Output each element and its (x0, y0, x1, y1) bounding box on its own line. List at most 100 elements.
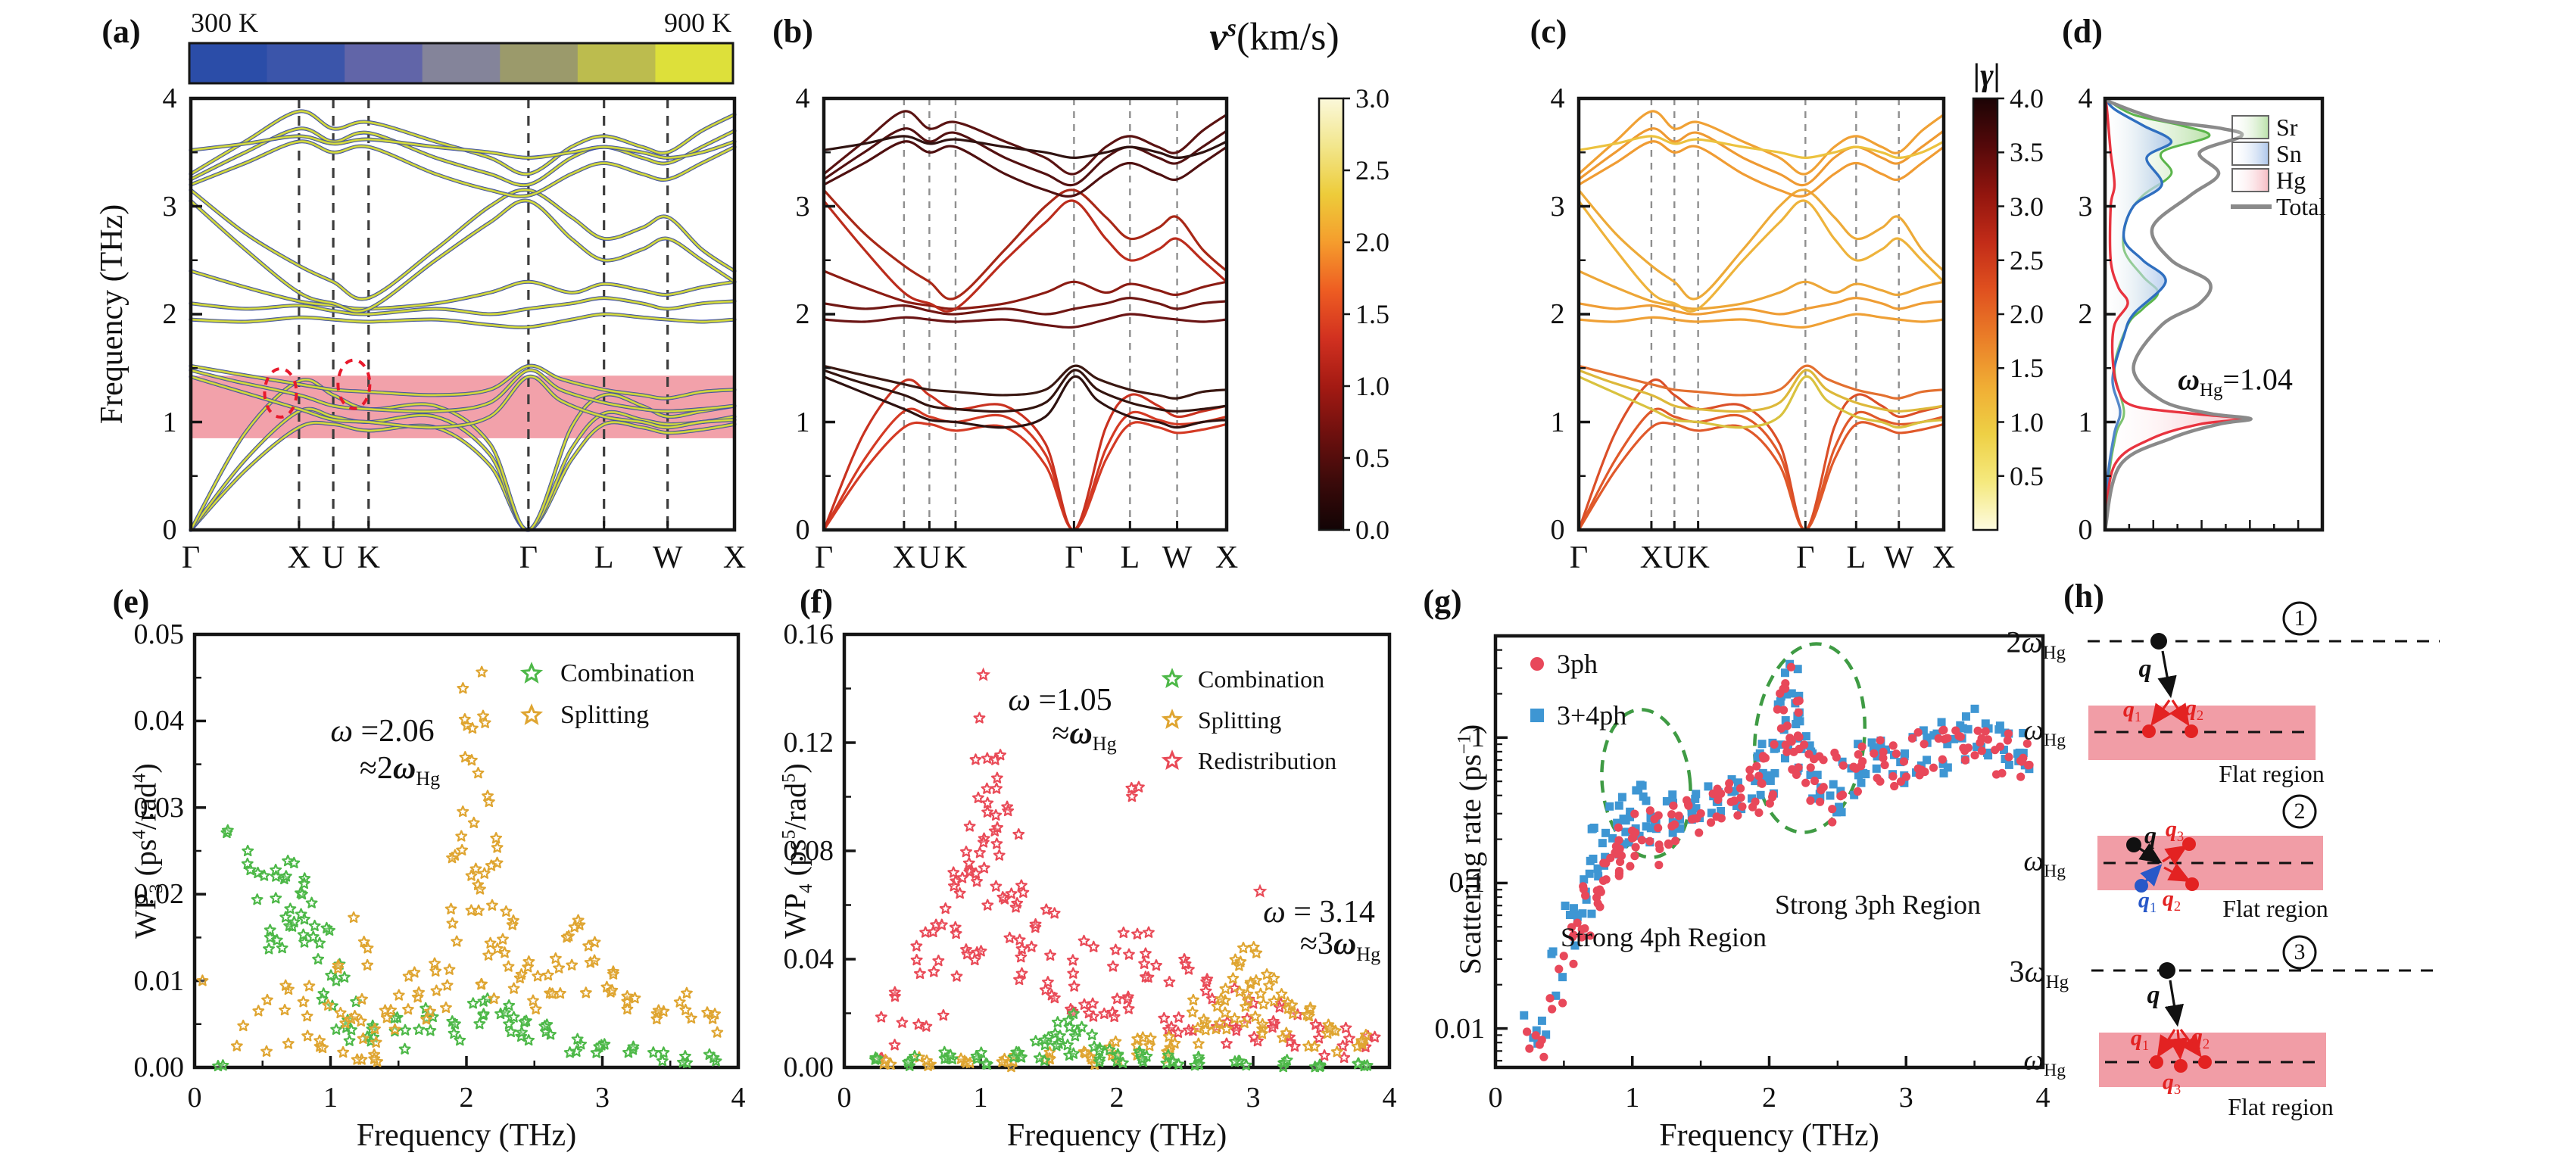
star-marker (339, 1017, 352, 1029)
star-marker (1075, 1020, 1088, 1033)
text-run: q (2191, 1023, 2203, 1049)
star-marker (1193, 1058, 1205, 1070)
circle-marker (1654, 824, 1663, 833)
text-run: v (1209, 15, 1227, 59)
square-marker (2019, 728, 2028, 737)
square-marker (1801, 732, 1810, 741)
star-marker (1233, 985, 1246, 997)
circle-marker (1960, 756, 1970, 765)
text-run: Strong 3ph Region (1774, 890, 1982, 920)
phonon-dot (2159, 962, 2175, 979)
band-900K (190, 365, 735, 400)
star-marker (488, 992, 501, 1005)
text-run: ) (128, 763, 163, 774)
y-tick-label: 0.1 (1449, 868, 1486, 897)
circle-marker (1669, 801, 1678, 810)
star-marker (388, 1023, 401, 1035)
circle-marker (1754, 808, 1764, 818)
x-tick-label: 2 (1110, 1083, 1124, 1112)
text-run: =2.06 (360, 714, 435, 749)
panel-label-d: (d) (2062, 15, 2103, 48)
level-label-2wHg: 2ωHg (2006, 627, 2066, 662)
q-label: q (2147, 983, 2160, 1008)
star-marker (975, 945, 987, 957)
square-marker (1835, 802, 1844, 812)
star-marker (1051, 1016, 1064, 1028)
star-marker (221, 824, 234, 836)
square-marker (1795, 691, 1804, 700)
square-marker (1662, 796, 1671, 805)
legend-label-Hg: Hg (2276, 168, 2306, 192)
circle-marker (1773, 705, 1782, 714)
star-marker (563, 1046, 576, 1058)
x-tick-label: 1 (323, 1083, 338, 1112)
band (1577, 135, 1945, 160)
k-point-label: X (1640, 542, 1663, 574)
star-marker (1103, 1043, 1116, 1055)
square-marker (1984, 751, 1993, 760)
square-marker (2004, 760, 2013, 769)
square-marker (1938, 759, 1948, 768)
square-marker (1901, 749, 1910, 758)
circle-marker (1683, 800, 1693, 809)
text-run: /rad (778, 782, 812, 830)
text-run: Combination (560, 659, 695, 687)
square-marker (1692, 790, 1701, 799)
circle-marker (1828, 818, 1837, 827)
band (1577, 296, 1945, 316)
text-run: ω (392, 750, 416, 786)
star-marker (1015, 1051, 1028, 1063)
text-run: q (2138, 887, 2150, 913)
star-marker (912, 1018, 925, 1030)
star-marker (356, 992, 368, 1005)
star-marker (1111, 992, 1124, 1005)
square-marker (1939, 768, 1948, 777)
star-marker (935, 918, 948, 930)
band (1577, 407, 1945, 531)
circle-marker (1695, 828, 1704, 837)
text-run: 1 (1550, 406, 1565, 438)
circle-marker (1726, 797, 1736, 806)
square-marker (1585, 869, 1594, 878)
square-marker (1589, 854, 1598, 863)
star-marker (474, 883, 486, 895)
y-tick-label: 0.04 (784, 945, 834, 974)
text-run: Flat region (2222, 895, 2328, 922)
phonon-arrow (2157, 1029, 2177, 1058)
circle-marker (1963, 743, 1973, 752)
colorbar-gradient (1972, 97, 1999, 531)
square-marker (1578, 909, 1587, 918)
square-marker (1923, 733, 1932, 742)
band (1577, 364, 1945, 400)
star-marker (944, 1048, 957, 1061)
star-marker (1162, 1030, 1175, 1042)
text-run: 3 (2078, 190, 2093, 223)
text-run: K (943, 541, 968, 575)
star-marker (1313, 1060, 1326, 1072)
text-run: =1.04 (2222, 362, 2293, 397)
band-900K (190, 421, 735, 531)
star-marker (1108, 1010, 1121, 1023)
text-run: 0.1 (1449, 867, 1486, 899)
panel-a-dispersion (189, 96, 737, 532)
text-run: ω (2023, 1044, 2044, 1076)
text-run: (b) (772, 13, 813, 50)
colorbar-tick-label: 3.5 (2010, 139, 2044, 166)
panel-b-dispersion (822, 96, 1229, 532)
text-run: 0 (1488, 1082, 1503, 1114)
star-marker (1189, 1059, 1201, 1071)
flat-region-caption: Flat region (2222, 896, 2328, 921)
text-run: W (652, 541, 683, 575)
text-run: 2.0 (1355, 227, 1389, 257)
star-marker (1150, 959, 1162, 971)
star-marker (914, 967, 926, 980)
star-marker (685, 1011, 697, 1024)
text-run: q (2185, 695, 2197, 721)
band-600K (189, 421, 736, 531)
star-marker (369, 1023, 381, 1035)
circle-marker (1806, 763, 1815, 772)
star-marker (1171, 1026, 1184, 1038)
star-marker (1172, 1058, 1185, 1070)
star-marker (990, 808, 1003, 821)
y-tick-label: 0 (796, 516, 810, 544)
